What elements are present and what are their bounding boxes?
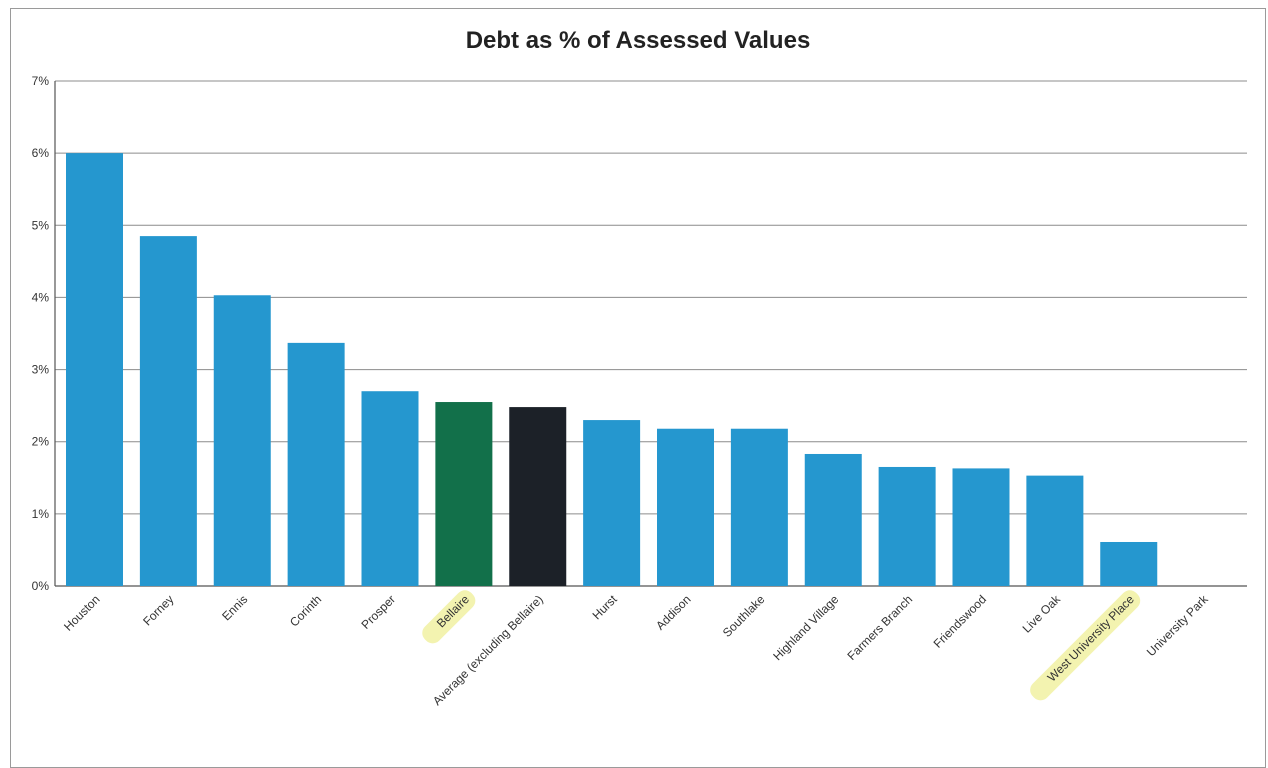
x-axis: Houston Forney Ennis Corinth Prosper Bellaire… [61, 590, 1212, 708]
x-tick-label: Friendswood [931, 592, 989, 650]
y-tick-label: 6% [32, 146, 50, 160]
x-tick-label: Corinth [287, 592, 324, 629]
x-tick-label: Forney [140, 592, 176, 628]
x-tick-group: Forney [140, 592, 176, 628]
y-tick-label: 1% [32, 507, 50, 521]
x-tick-label: Houston [61, 592, 103, 634]
bar [730, 428, 788, 586]
label-highlight [422, 590, 476, 644]
y-tick-label: 0% [32, 579, 50, 593]
bar [804, 453, 862, 586]
x-tick-group: Ennis [219, 592, 250, 623]
x-tick-group: Prosper [359, 592, 399, 632]
y-tick-label: 3% [32, 363, 50, 377]
chart-title: Debt as % of Assessed Values [465, 27, 811, 54]
x-tick-label: Live Oak [1020, 592, 1064, 636]
y-tick-label: 5% [32, 218, 50, 232]
y-tick-label: 4% [32, 290, 50, 304]
bar [1100, 541, 1158, 586]
x-tick-group: Southlake [720, 592, 768, 640]
bar [509, 407, 567, 586]
bar [139, 236, 197, 586]
bar [657, 428, 714, 586]
y-axis: 0% 1% 2% 3% 4% 5% 6% 7% [32, 74, 56, 593]
x-tick-label: Addison [653, 592, 694, 633]
label-highlight [1030, 590, 1141, 701]
x-tick-group: University Park [1144, 592, 1212, 660]
x-tick-label: Farmers Branch [845, 592, 916, 663]
x-tick-label: University Park [1144, 592, 1212, 660]
bar [952, 468, 1010, 586]
bar [361, 391, 419, 586]
bar [583, 420, 641, 586]
x-tick-label: Ennis [219, 592, 250, 623]
x-tick-label: Highland Village [770, 592, 841, 663]
bar [66, 153, 123, 586]
x-tick-group: Corinth [287, 592, 324, 629]
bar [287, 342, 345, 586]
y-tick-label: 2% [32, 435, 50, 449]
bar [435, 402, 493, 586]
x-tick-group: Bellaire [422, 590, 476, 644]
x-tick-label: Prosper [359, 592, 399, 632]
x-tick-group: Hurst [590, 592, 621, 623]
x-tick-group: Farmers Branch [845, 592, 916, 663]
x-tick-group: Houston [61, 592, 103, 634]
bar [213, 295, 271, 586]
y-tick-label: 7% [32, 74, 50, 88]
bar [1026, 475, 1084, 586]
x-tick-label: Hurst [590, 592, 621, 623]
x-tick-label: Southlake [720, 592, 768, 640]
x-tick-group: Friendswood [931, 592, 989, 650]
x-tick-group: Addison [653, 592, 694, 633]
x-tick-group: Live Oak [1020, 592, 1064, 636]
bars [66, 153, 1158, 586]
bar [878, 466, 936, 586]
x-tick-group: Highland Village [770, 592, 841, 663]
